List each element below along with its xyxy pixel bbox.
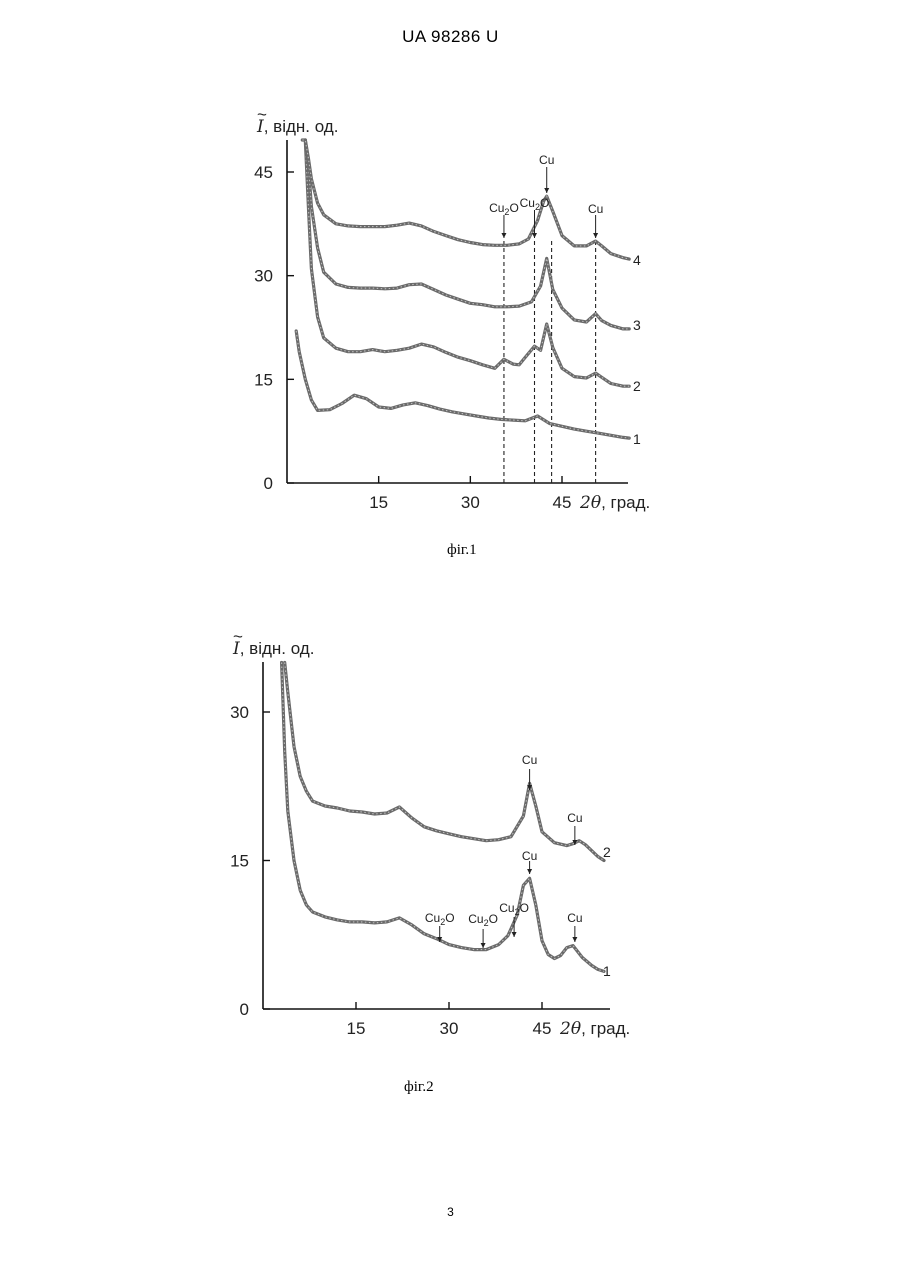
c2-annotation-label: Cu2O [499,901,529,917]
c1-y-axis-label: I, відн. од. [256,117,338,137]
c1-series-1-label: 1 [633,431,641,447]
c2-series-2-line [285,663,604,861]
c1-x-tick-label: 30 [461,493,480,512]
c1-annotation-arrowhead [593,233,598,238]
c2-x-tick-label: 45 [533,1019,552,1038]
c2-series-2-markers [285,663,604,861]
c2-y-axis-label: I, відн. од. [232,639,314,659]
c1-series-4-label: 4 [633,252,641,268]
c2-annotation-label: Cu [522,753,537,767]
page-number: 3 [0,1205,901,1219]
c2-tilde-mark: ~ [233,627,243,646]
c1-series-1-line [296,331,629,438]
c1-x-tick-label: 45 [553,493,572,512]
c2-annotation-arrowhead [512,932,517,937]
c2-x-axis-label: 2θ, град. [559,1019,630,1039]
c1-series-2-line [305,140,629,386]
c1-y-tick-label: 30 [254,267,273,286]
c1-x-axis-label: 2θ, град. [579,493,650,513]
c1-annotation-arrowhead [544,188,549,193]
c1-series-3-markers [305,140,629,329]
c2-annotation-label: Cu [522,849,537,863]
c2-annotation-label: Cu2O [468,912,498,928]
c2-y-tick-label: 30 [230,703,249,722]
c1-annotation-label: Cu [588,202,603,216]
c2-y-tick-label: 15 [230,852,249,871]
c2-y-tick-label: 0 [240,1000,249,1019]
c2-x-tick-label: 30 [440,1019,459,1038]
c1-series-4-markers [302,140,629,259]
c1-series-3-label: 3 [633,317,641,333]
c1-y-tick-label: 0 [264,474,273,493]
c2-annotation-arrowhead [527,869,532,874]
c2-series-2-label: 2 [603,844,611,860]
c1-annotation-label: Cu2O [520,196,550,212]
c2-series-1-label: 1 [603,963,611,979]
c1-tilde-mark: ~ [257,105,267,124]
c2-annotation-label: Cu [567,811,582,825]
c2-annotation-arrowhead [572,937,577,942]
c1-series-1-markers [296,331,629,438]
c1-annotation-arrowhead [532,233,537,238]
c1-y-tick-label: 45 [254,163,273,182]
figure-caption-1: фіг.1 [447,542,477,559]
c2-annotation-label: Cu2O [425,911,455,927]
c1-series-2-label: 2 [633,378,641,394]
c1-y-tick-label: 15 [254,370,273,389]
c1-annotation-label: Cu2O [489,201,519,217]
c1-annotation-arrowhead [501,233,506,238]
c2-annotation-arrowhead [481,943,486,948]
c1-series-3-line [305,140,629,329]
c1-series-2-markers [305,140,629,386]
c1-x-tick-label: 15 [369,493,388,512]
c2-x-tick-label: 15 [347,1019,366,1038]
figure-caption-2: фіг.2 [404,1079,434,1096]
c1-annotation-label: Cu [539,153,554,167]
c2-annotation-label: Cu [567,911,582,925]
